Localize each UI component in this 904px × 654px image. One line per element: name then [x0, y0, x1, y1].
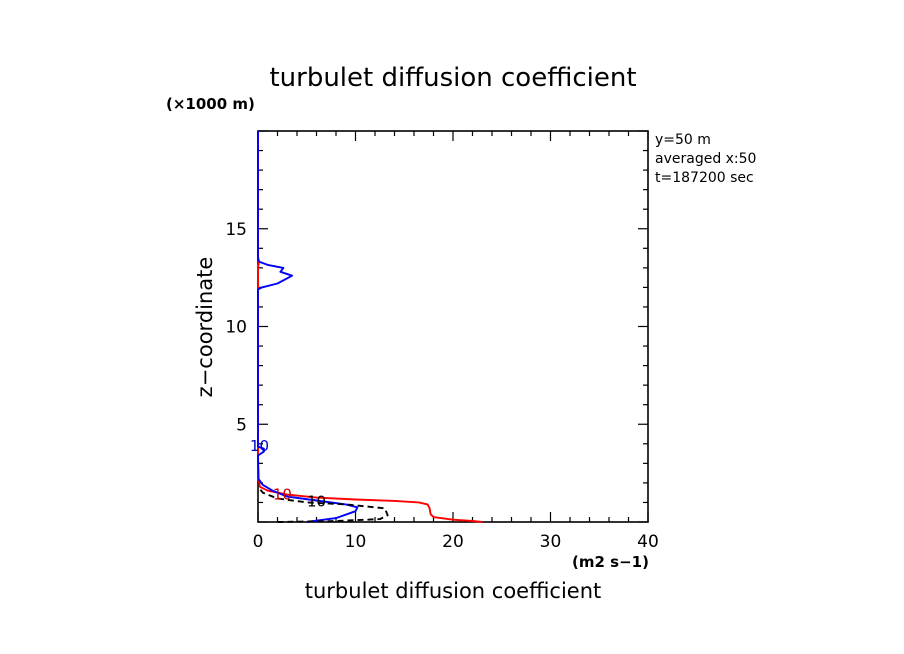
x-unit-label: (m2 s−1): [572, 553, 649, 571]
curve-label: 10: [250, 437, 269, 455]
x-tick-label: 10: [345, 532, 367, 552]
annotation-y-position: y=50 m: [655, 132, 711, 148]
chart-title: turbulet diffusion coefficient: [269, 63, 636, 93]
plot-frame: [257, 130, 649, 523]
curve-label: 10: [273, 486, 292, 504]
annotation-averaged: averaged x:50: [655, 151, 756, 167]
curve-label: 10: [307, 492, 326, 510]
y-tick-label: 10: [225, 318, 247, 338]
series-line-1: [257, 131, 483, 523]
x-tick-label: 30: [540, 532, 562, 552]
annotation-time: t=187200 sec: [655, 170, 754, 186]
series-line-3: [257, 486, 389, 523]
y-axis-label: z−coordinate: [193, 257, 217, 398]
series-line-2: [257, 131, 359, 523]
y-tick-label: 15: [225, 220, 247, 240]
x-tick-label: 40: [637, 532, 659, 552]
y-tick-label: 5: [236, 415, 247, 435]
x-tick-label: 20: [442, 532, 464, 552]
x-axis-label: turbulet diffusion coefficient: [305, 579, 602, 603]
x-tick-label: 0: [253, 532, 264, 552]
y-unit-label: (×1000 m): [166, 95, 255, 113]
